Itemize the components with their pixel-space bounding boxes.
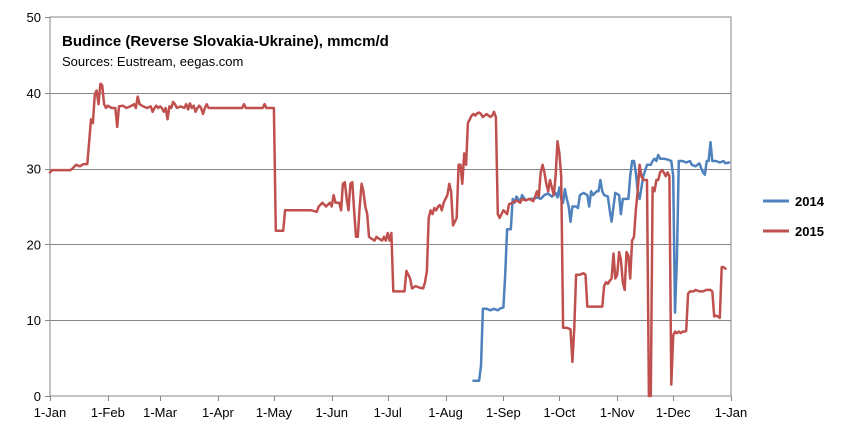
series-lines [48,82,731,398]
y-tick-label: 50 [27,10,41,25]
y-tick-label: 0 [34,389,41,404]
x-tick-label: 1-May [256,405,293,420]
x-tick-label: 1-Mar [143,405,178,420]
y-tick-label: 30 [27,162,41,177]
y-tick-label: 20 [27,237,41,252]
series-line-2014 [472,140,731,383]
gridlines [49,16,732,397]
x-tick-label: 1-Nov [600,405,635,420]
x-tick-label: 1-Jan [34,405,67,420]
legend-label-2014: 2014 [795,194,825,209]
axes: 0 10 20 30 40 50 1-Jan 1-Feb 1-Mar 1-Apr 1-May 1-Ju… [27,10,748,420]
x-tick-label: 1-Dec [656,405,691,420]
y-tick-label: 40 [27,86,41,101]
x-tick-label: 1-Jan [715,405,748,420]
y-tick-label: 10 [27,313,41,328]
chart-subtitle: Sources: Eustream, eegas.com [62,54,243,69]
series-line-2015 [48,82,727,398]
legend-label-2015: 2015 [795,224,824,239]
legend: 2014 2015 [763,194,825,239]
x-tick-label: 1-Feb [91,405,125,420]
x-tick-label: 1-Jun [315,405,348,420]
chart-title: Budince (Reverse Slovakia-Ukraine), mmcm… [62,33,389,50]
x-tick-label: 1-Apr [202,405,234,420]
x-tick-label: 1-Oct [543,405,575,420]
x-tick-label: 1-Sep [486,405,521,420]
chart-header: Budince (Reverse Slovakia-Ukraine), mmcm… [62,33,389,69]
x-tick-label: 1-Aug [428,405,463,420]
plot-area-border [49,16,732,397]
x-tick-label: 1-Jul [374,405,402,420]
